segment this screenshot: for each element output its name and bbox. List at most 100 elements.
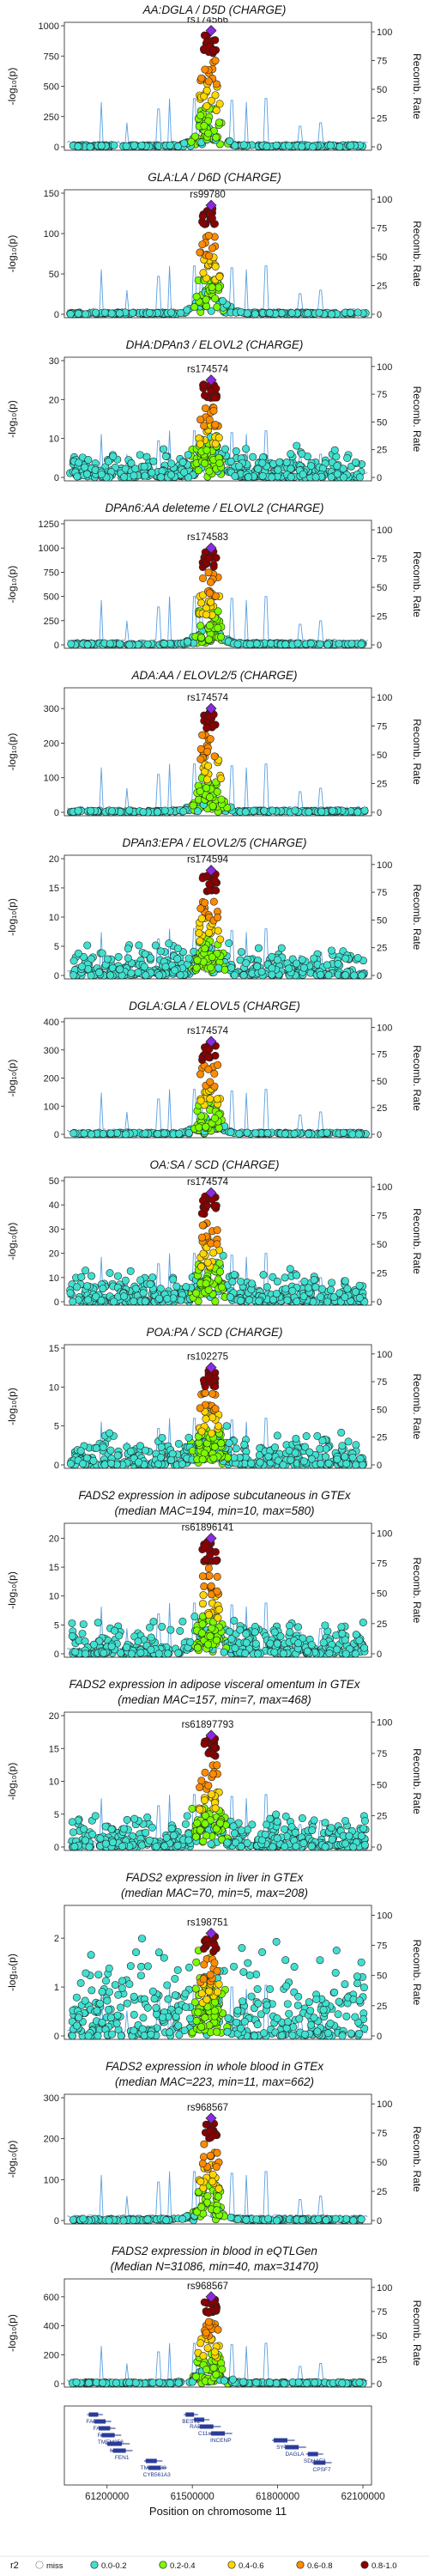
snp-point [125, 806, 134, 815]
snp-point [211, 1051, 220, 1060]
panel-title: OA:SA / SCD (CHARGE) [149, 1158, 280, 1171]
snp-point [212, 554, 221, 562]
snp-point [196, 1070, 204, 1078]
y-tick-label: 0 [54, 641, 59, 651]
snp-point [214, 1605, 223, 1613]
snp-point [273, 1639, 281, 1648]
snp-point [136, 1649, 145, 1657]
lead-snp-marker [205, 542, 217, 554]
snp-point [230, 971, 239, 980]
snp-point [196, 416, 205, 424]
snp-point [233, 640, 242, 648]
snp-point [175, 2031, 184, 2039]
snp-point [321, 1621, 329, 1630]
snp-point [249, 453, 257, 461]
snp-point [86, 143, 94, 151]
snp-point [137, 141, 146, 149]
snp-point [184, 637, 192, 646]
snp-point [273, 956, 281, 964]
snp-point [358, 971, 366, 980]
snp-point [207, 1582, 215, 1590]
snp-point [341, 971, 350, 980]
snp-point [232, 1444, 240, 1453]
snp-point [211, 91, 220, 100]
snp-point [196, 904, 205, 913]
snp-point [154, 1129, 162, 1138]
snp-point [205, 928, 214, 937]
snp-point [217, 1439, 226, 1448]
snp-point [227, 963, 236, 972]
plot-frame [63, 1176, 372, 1306]
snp-point [207, 1840, 215, 1849]
snp-point [333, 470, 341, 478]
lead-snp-marker [205, 25, 217, 37]
snp-point [317, 1285, 326, 1293]
recomb-tick-label: 50 [377, 85, 387, 95]
snp-point [219, 1251, 227, 1260]
snp-point [213, 1587, 221, 1595]
snp-point [81, 1996, 89, 2005]
plot-frame [63, 189, 372, 319]
snp-point [202, 1279, 210, 1288]
snp-point [306, 640, 315, 648]
snp-point [127, 1649, 136, 1658]
snp-point [243, 1128, 251, 1137]
snp-point [210, 876, 219, 884]
snp-point [110, 141, 118, 149]
snp-point [204, 568, 213, 577]
snp-point [269, 1296, 277, 1304]
y-tick-label: 0 [54, 2032, 59, 2042]
snp-points [69, 25, 366, 151]
recomb-tick-label: 25 [377, 1269, 387, 1279]
snp-point [160, 1953, 168, 1962]
recomb-axis-label: Recomb. Rate [411, 1045, 423, 1111]
snp-point [212, 1636, 221, 1644]
lead-snp-marker [205, 865, 217, 877]
snp-point [78, 963, 87, 971]
plot-frame [63, 1522, 372, 1658]
recomb-tick-label: 75 [377, 1559, 387, 1570]
snp-point [272, 1290, 281, 1298]
snp-point [184, 1128, 193, 1137]
snp-point [211, 440, 220, 448]
plot-frame [63, 1905, 372, 2040]
snp-point [231, 472, 239, 481]
snp-point [139, 2014, 148, 2022]
snp-point [195, 1123, 203, 1132]
snp-point [351, 458, 360, 466]
snp-point [211, 1804, 220, 1813]
snp-point [304, 1284, 312, 1292]
y-tick-label: 15 [49, 1563, 59, 1573]
recomb-tick-label: 50 [377, 252, 387, 263]
snp-point [272, 141, 281, 149]
snp-point [200, 391, 208, 399]
snp-point [207, 1429, 215, 1437]
snp-point [75, 459, 83, 467]
snp-point [167, 1824, 176, 1832]
y-tick-label: 0 [54, 310, 59, 320]
snp-point [318, 1437, 327, 1445]
snp-point [360, 1817, 369, 1826]
snp-point [207, 386, 215, 395]
recomb-tick-label: 75 [377, 224, 387, 234]
snp-point [69, 957, 78, 965]
snp-point [212, 133, 221, 142]
snp-point [355, 1637, 364, 1645]
snp-point [290, 1129, 299, 1138]
snp-point [106, 1129, 115, 1138]
snp-point [298, 450, 306, 459]
recomb-tick-label: 50 [377, 583, 387, 593]
snp-point [333, 462, 341, 471]
y-tick-label: 30 [49, 1224, 59, 1235]
snp-point [238, 1944, 246, 1953]
snp-point [341, 1636, 349, 1644]
recomb-tick-label: 25 [377, 1433, 387, 1443]
snp-point [125, 1980, 134, 1989]
snp-point [282, 458, 291, 466]
recombination-rate-line [67, 265, 368, 313]
snp-point [355, 1281, 364, 1290]
snp-point [347, 640, 356, 648]
